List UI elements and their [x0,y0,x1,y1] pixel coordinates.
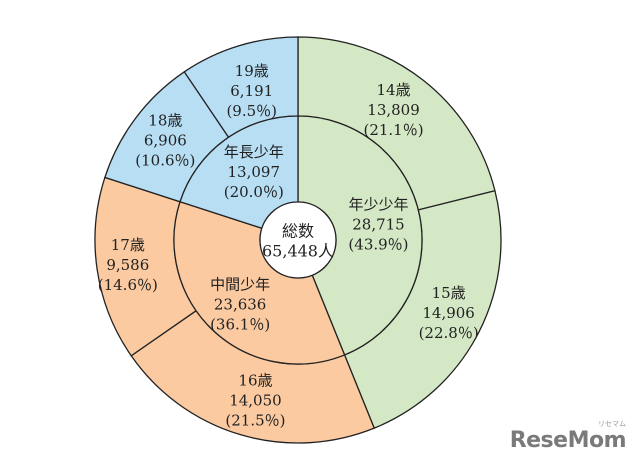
outer-label-5-line-1: 6,191 [230,82,273,100]
inner-label-0-line-2: (43.9％) [348,236,408,254]
outer-label-0-line-0: 14歳 [376,81,410,99]
outer-label-4-line-2: (10.6％) [135,151,195,169]
center-label-line-1: 65,448人 [262,242,334,261]
outer-label-1-line-0: 15歳 [432,284,466,302]
outer-label-1-line-1: 14,906 [422,304,475,322]
inner-label-1-line-2: (36.1％) [210,315,270,333]
inner-label-2-line-0: 年長少年 [224,143,284,161]
outer-label-5-line-2: (9.5％) [226,102,277,120]
inner-label-2: 年長少年 13,097 (20.0％) [224,143,284,201]
outer-label-0-line-1: 13,809 [367,101,420,119]
outer-label-1-line-2: (22.8％) [419,324,479,342]
outer-label-0: 14歳 13,809 (21.1％) [363,81,423,139]
inner-label-1-line-0: 中間少年 [210,275,270,293]
inner-label-2-line-1: 13,097 [228,163,281,181]
center-label-line-0: 総数 [282,222,314,241]
inner-label-2-line-2: (20.0％) [224,183,284,201]
inner-ring [173,115,423,365]
outer-label-2-line-0: 16歳 [238,371,272,389]
outer-label-2: 16歳 14,050 (21.5％) [225,371,285,429]
outer-label-5: 19歳 6,191 (9.5％) [226,62,277,120]
inner-label-0: 年少少年 28,715 (43.9％) [348,196,408,254]
center-label: 総数 65,448人 [262,222,334,261]
outer-label-2-line-1: 14,050 [229,391,282,409]
outer-label-3: 17歳 9,586 (14.6％) [98,236,158,294]
inner-label-0-line-1: 28,715 [352,216,405,234]
inner-label-1-line-1: 23,636 [214,295,267,313]
inner-label-0-line-0: 年少少年 [348,196,408,214]
center-hole-circle [259,201,337,279]
outer-label-5-line-0: 19歳 [235,62,269,80]
outer-label-3-line-0: 17歳 [111,236,145,254]
outer-label-4-line-0: 18歳 [148,111,182,129]
center-hole [259,201,337,279]
outer-label-3-line-1: 9,586 [106,256,149,274]
outer-label-0-line-2: (21.1％) [363,121,423,139]
inner-label-1: 中間少年 23,636 (36.1％) [210,275,270,333]
outer-label-4-line-1: 6,906 [144,131,187,149]
watermark-subtext: リセマム [598,420,626,428]
outer-label-2-line-2: (21.5％) [225,411,285,429]
outer-ring [94,36,502,444]
outer-label-3-line-2: (14.6％) [98,276,158,294]
outer-label-4: 18歳 6,906 (10.6％) [135,111,195,169]
slice-labels: 総数 65,448人 14歳 13,809 (21.1％) 15歳 14,906 (22.8％… [98,62,479,429]
watermark-logo: ReseMom [509,428,627,453]
outer-label-1: 15歳 14,906 (22.8％) [419,284,479,342]
